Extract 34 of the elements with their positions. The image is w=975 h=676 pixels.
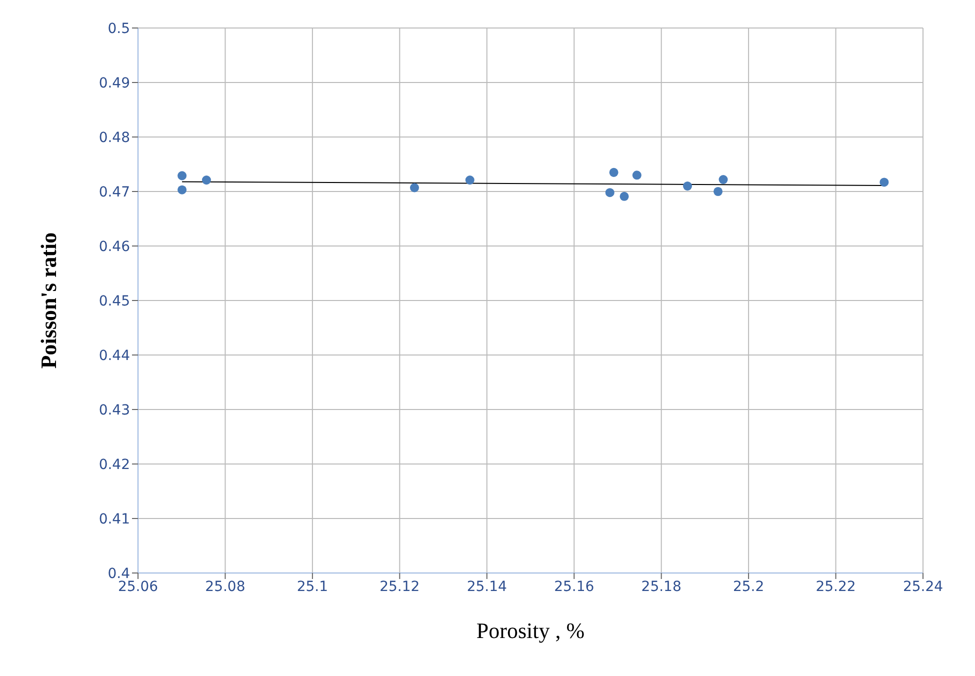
x-axis-title: Porosity , % xyxy=(476,618,585,643)
y-tick-label: 0.41 xyxy=(98,511,130,528)
point xyxy=(880,178,889,187)
y-tick-label: 0.44 xyxy=(98,348,130,364)
point xyxy=(178,185,187,194)
y-tick-label: 0.45 xyxy=(98,293,130,310)
x-tick-label: 25.1 xyxy=(296,578,328,595)
y-tick-label: 0.49 xyxy=(98,75,130,92)
x-tick-label: 25.24 xyxy=(902,578,944,595)
point xyxy=(465,176,474,185)
point xyxy=(714,186,723,196)
x-tick-label: 25.14 xyxy=(466,578,508,595)
point xyxy=(718,175,728,184)
y-tick-label: 0.48 xyxy=(98,130,130,146)
x-tick-label: 25.18 xyxy=(641,578,682,595)
x-tick-label: 25.08 xyxy=(205,578,246,595)
y-axis-title: Poisson's ratio xyxy=(36,232,61,369)
y-tick-label: 0.46 xyxy=(98,238,130,255)
x-tick-label: 25.2 xyxy=(732,578,764,595)
y-tick-label: 0.5 xyxy=(108,20,130,37)
point xyxy=(632,170,642,180)
point xyxy=(178,171,187,180)
y-tick-label: 0.47 xyxy=(98,184,130,200)
point xyxy=(620,192,629,201)
x-tick-label: 25.22 xyxy=(816,578,856,595)
x-tick-label: 25.16 xyxy=(554,578,594,595)
x-tick-label: 25.12 xyxy=(380,578,420,595)
point xyxy=(609,168,618,177)
point xyxy=(202,176,211,185)
y-tick-label: 0.43 xyxy=(98,402,130,418)
point xyxy=(410,183,420,192)
y-tick-label: 0.42 xyxy=(98,456,130,473)
point xyxy=(682,182,692,191)
point xyxy=(605,188,614,198)
